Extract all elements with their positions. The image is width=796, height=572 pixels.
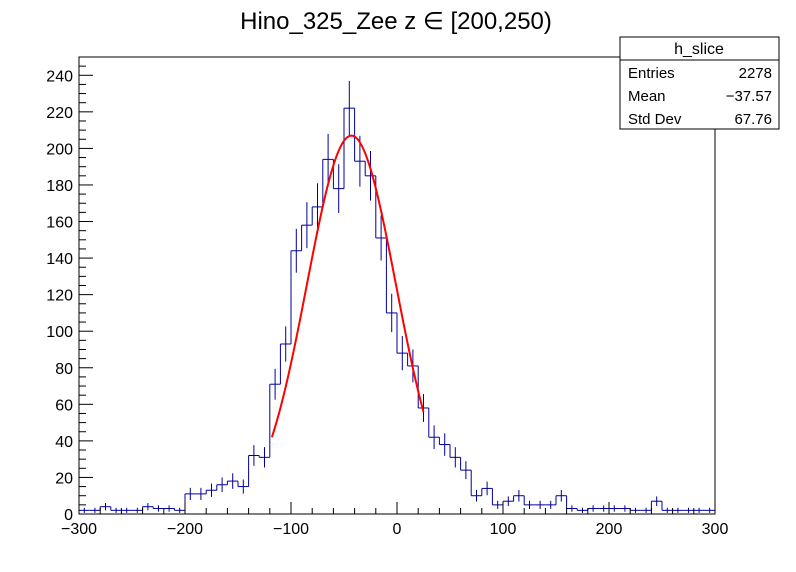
chart-title: Hino_325_Zee z ∈ [200,250)	[240, 8, 552, 35]
fit-layer	[270, 134, 425, 438]
x-tick-label: −300	[61, 521, 97, 538]
stats-stddev-value: 67.76	[734, 111, 772, 128]
y-tick-label: 200	[46, 141, 73, 158]
y-tick-label: 0	[64, 507, 73, 524]
y-tick-label: 160	[46, 215, 73, 232]
x-tick-label: −100	[273, 521, 309, 538]
x-tick-label: 100	[490, 521, 517, 538]
y-tick-label: 120	[46, 288, 73, 305]
y-tick-label: 180	[46, 178, 73, 195]
stats-box: h_slice Entries 2278 Mean −37.57 Std Dev…	[619, 36, 780, 130]
x-tick-label: 0	[393, 521, 402, 538]
y-tick-label: 80	[55, 361, 73, 378]
stats-stddev-label: Std Dev	[628, 111, 682, 128]
y-tick-label: 20	[55, 470, 73, 487]
y-tick-label: 100	[46, 324, 73, 341]
y-tick-label: 240	[46, 68, 73, 85]
stats-entries-label: Entries	[628, 65, 675, 82]
stats-mean-label: Mean	[628, 88, 666, 105]
x-tick-label: 200	[596, 521, 623, 538]
x-tick-label: 300	[702, 521, 729, 538]
y-tick-label: 60	[55, 397, 73, 414]
x-tick-label: −200	[167, 521, 203, 538]
stats-histogram-name: h_slice	[674, 41, 724, 58]
y-axis: 0 20 40 60 80 100 120 140 160 180 200 220 240	[46, 56, 93, 524]
y-tick-label: 40	[55, 434, 73, 451]
x-axis: −300 −200 −100 0 100 200 300	[61, 502, 728, 538]
stats-entries-value: 2278	[739, 65, 772, 82]
stats-mean-value: −37.57	[726, 88, 772, 105]
stats-box-frame	[619, 36, 780, 130]
histogram-layer	[79, 80, 715, 513]
y-tick-label: 140	[46, 251, 73, 268]
gaussian-fit-curve	[270, 134, 425, 438]
y-tick-label: 220	[46, 105, 73, 122]
